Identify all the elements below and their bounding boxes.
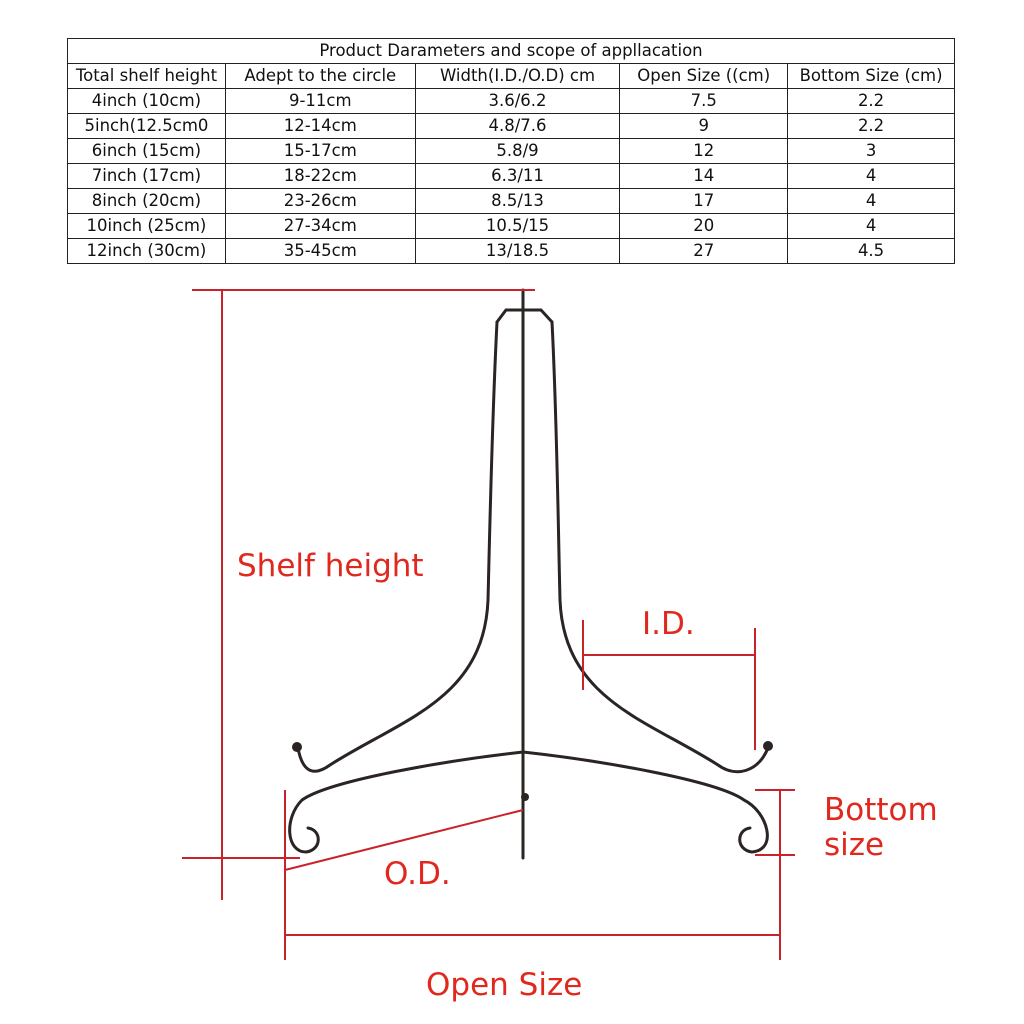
table-cell: Total shelf height [67,63,226,89]
table-row: 12inch (30cm) 35-45cm 13/18.5 27 4.5 [67,238,955,264]
table-cell: 8.5/13 [414,188,621,214]
table-cell: 9 [619,113,789,139]
od-label: O.D. [384,856,451,892]
table-cell: 12inch (30cm) [67,238,226,264]
table-row: 5inch(12.5cm0 12-14cm 4.8/7.6 9 2.2 [67,113,955,139]
table-cell: Bottom Size (cm) [787,63,955,89]
table-cell: 4.8/7.6 [414,113,621,139]
table-cell: 23-26cm [224,188,416,214]
dimension-lines [182,289,795,960]
table-cell: 15-17cm [224,138,416,164]
table-cell: 10inch (25cm) [67,213,226,239]
table-cell: 2.2 [787,88,955,114]
table-cell: 5.8/9 [414,138,621,164]
stand-knob [292,742,302,752]
table-cell: Width(I.D./O.D) cm [414,63,621,89]
id-label: I.D. [642,606,695,642]
table-cell: 18-22cm [224,163,416,189]
table-cell: 2.2 [787,113,955,139]
table-cell: 35-45cm [224,238,416,264]
header-row: Total shelf height Adept to the circle Wid… [67,63,955,89]
stand-knob [763,741,773,751]
open-size-label: Open Size [426,967,582,1003]
spec-table: Product Darameters and scope of appllaca… [67,38,955,264]
bottom-size-label: size [824,827,884,863]
table-cell: 9-11cm [224,88,416,114]
table-row: 4inch (10cm) 9-11cm 3.6/6.2 7.5 2.2 [67,88,955,114]
stand [288,288,770,860]
table-cell: 27 [619,238,789,264]
table-cell: 10.5/15 [414,213,621,239]
table-cell: 4 [787,188,955,214]
table-cell: 6.3/11 [414,163,621,189]
shelf-height-label: Shelf height [237,548,424,584]
table-cell: 3.6/6.2 [414,88,621,114]
bottom-size-label: Bottom [824,792,938,828]
stand-knob [521,793,529,801]
table-cell: 7inch (17cm) [67,163,226,189]
table-title: Product Darameters and scope of appllaca… [67,38,955,64]
table-cell: 7.5 [619,88,789,114]
table-cell: 13/18.5 [414,238,621,264]
table-cell: 4inch (10cm) [67,88,226,114]
table-cell: 4 [787,163,955,189]
table-cell: 5inch(12.5cm0 [67,113,226,139]
table-cell: 4.5 [787,238,955,264]
table-cell: 12-14cm [224,113,416,139]
